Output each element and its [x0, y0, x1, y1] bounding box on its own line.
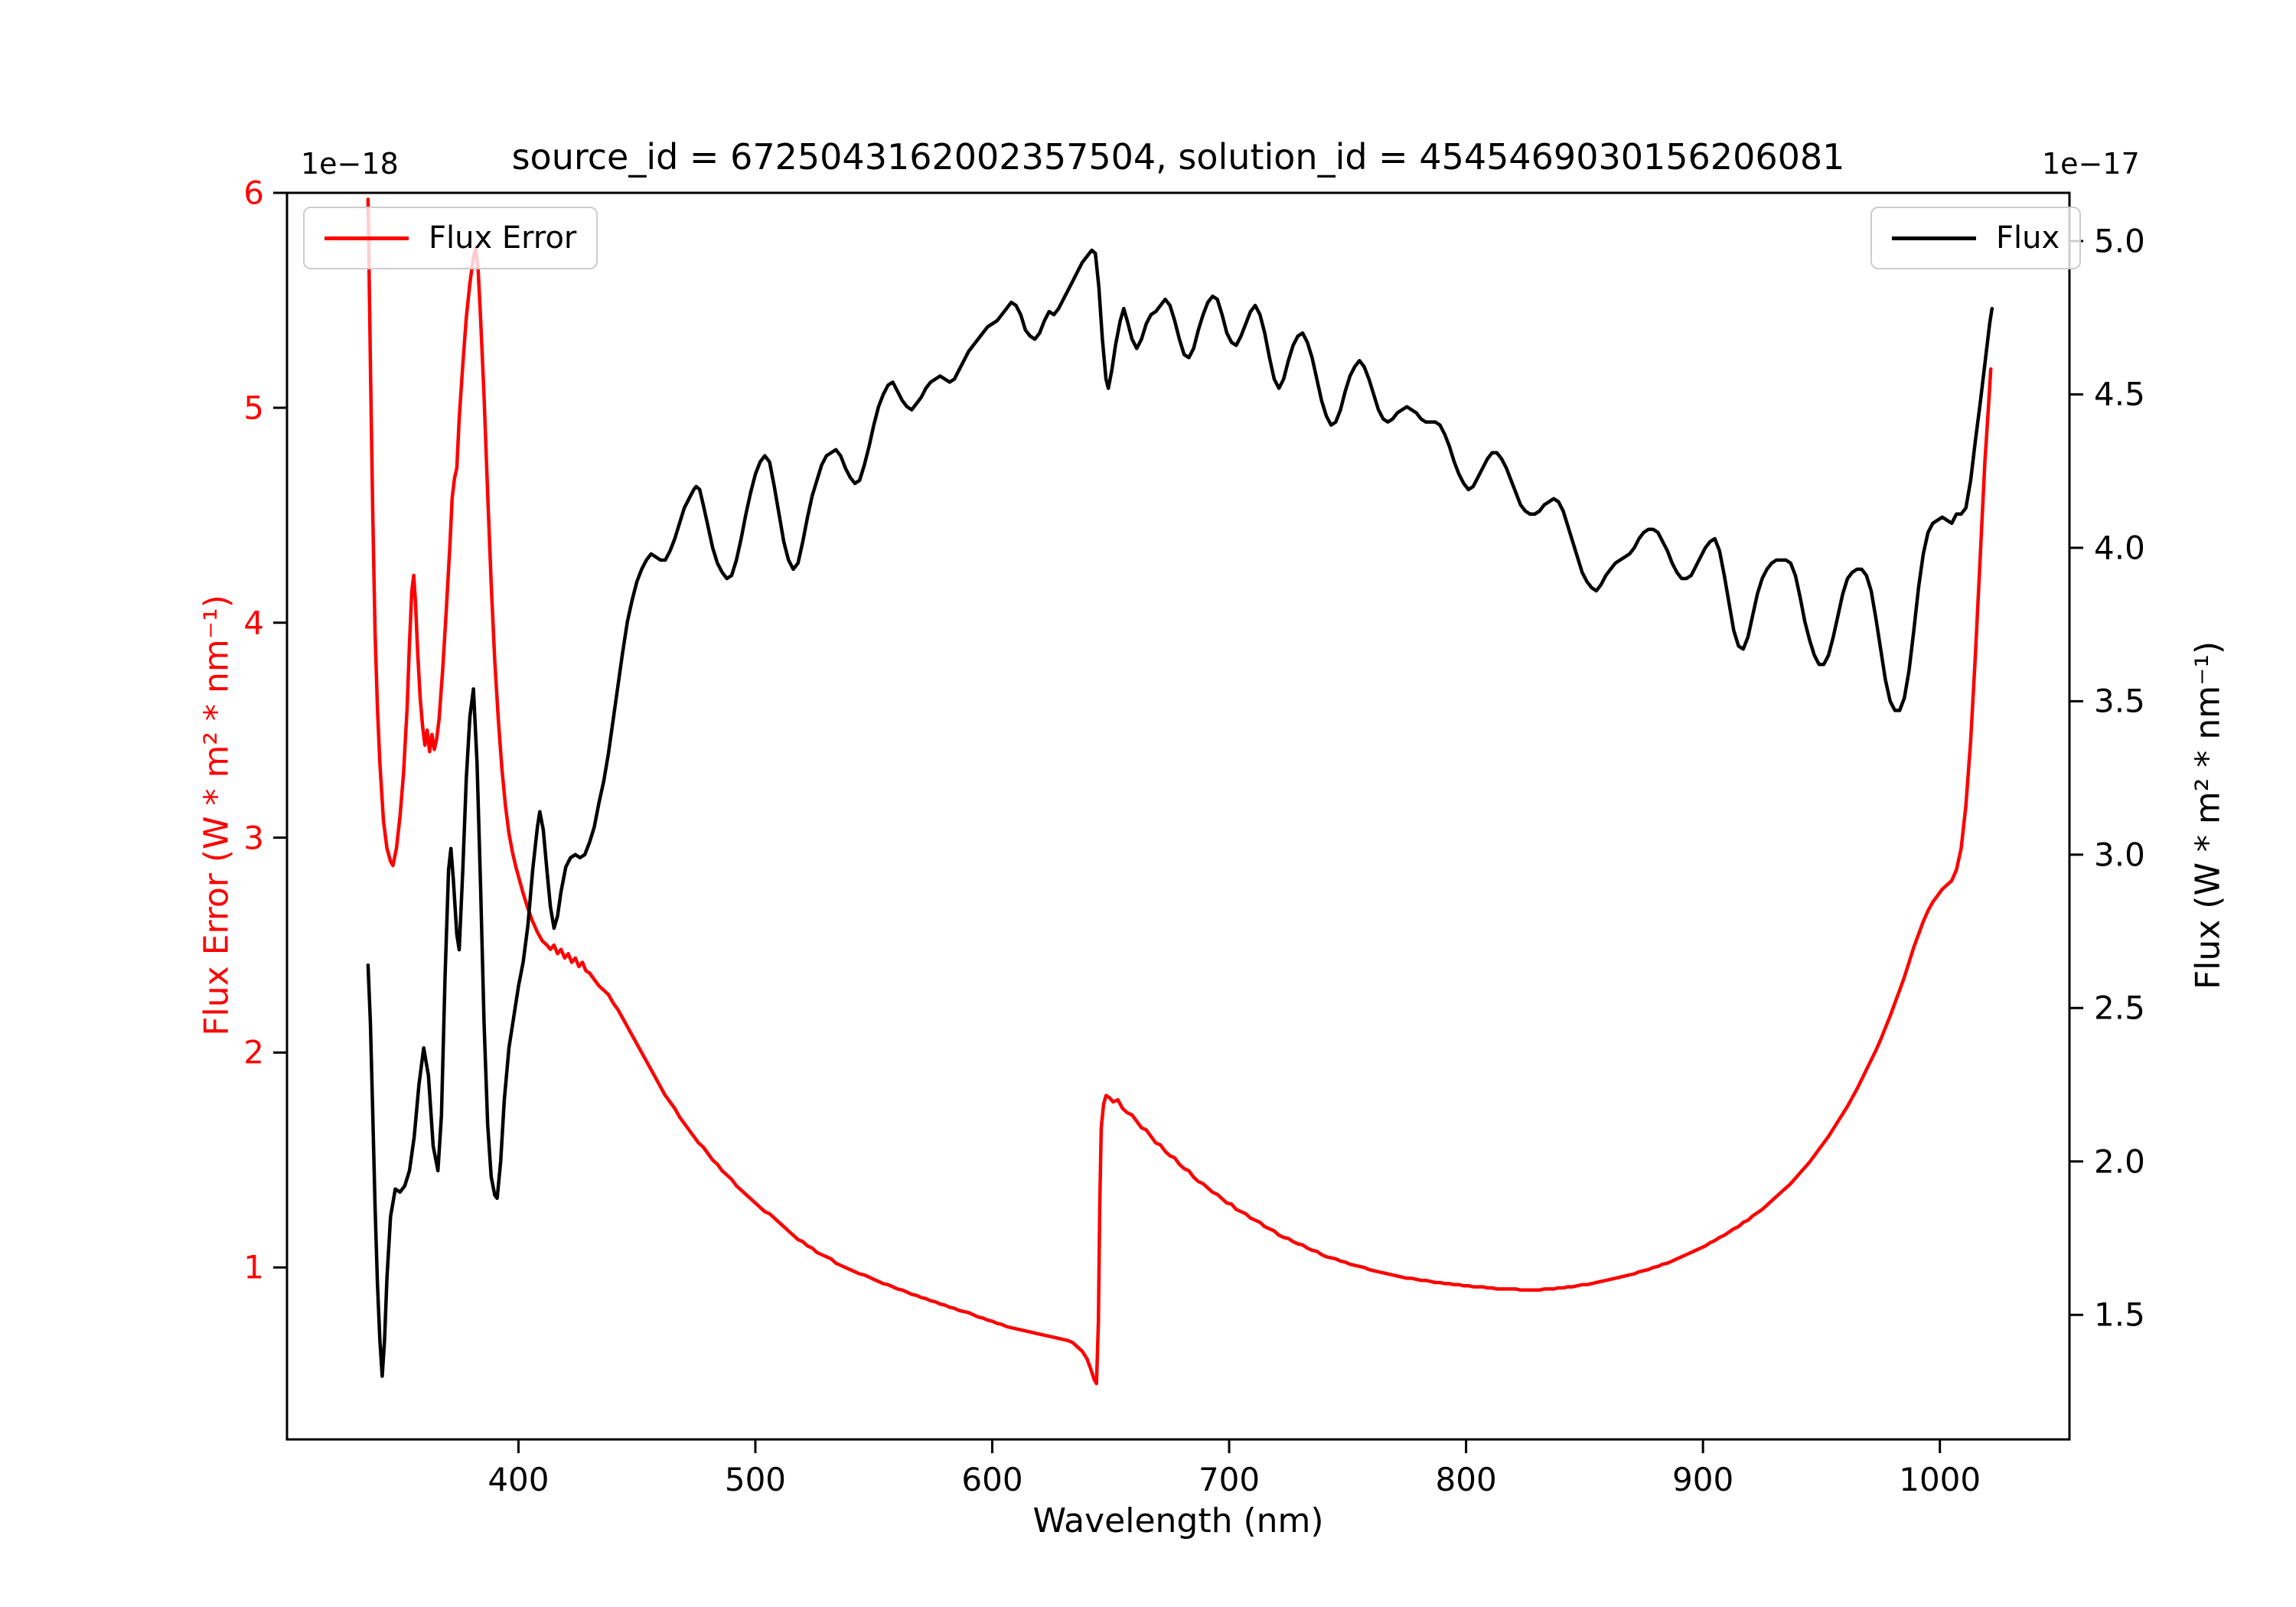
left-y-tick-label: 3: [243, 819, 264, 857]
right-axis-offset-label: 1e−17: [2042, 147, 2140, 181]
x-tick-label: 500: [724, 1461, 787, 1498]
legend-flux: Flux: [1870, 207, 2082, 269]
x-tick-label: 800: [1435, 1461, 1497, 1498]
flux-error-line-sample: [325, 236, 409, 240]
plot-title: source_id = 6725043162002357504, solutio…: [511, 136, 1845, 178]
x-axis-label: Wavelength (nm): [1032, 1501, 1324, 1540]
axes-frame: [285, 191, 2071, 1441]
legend-flux-error-label: Flux Error: [429, 220, 577, 256]
right-y-tick-label: 2.5: [2094, 989, 2145, 1027]
flux-error-curve: [366, 197, 1993, 1386]
legend-flux-error: Flux Error: [303, 207, 598, 269]
left-axis-offset-label: 1e−18: [301, 147, 399, 181]
left-y-tick-label: 5: [243, 389, 264, 427]
right-y-tick-label: 3.0: [2094, 836, 2145, 874]
right-y-axis-label: Flux (W * m² * nm⁻¹): [2188, 641, 2228, 990]
right-y-tick-label: 3.5: [2094, 682, 2145, 720]
x-tick-label: 400: [488, 1461, 550, 1498]
legend-flux-label: Flux: [1996, 220, 2060, 256]
left-y-tick-label: 4: [243, 604, 264, 642]
flux-curve: [366, 248, 1994, 1378]
right-y-tick-label: 5.0: [2094, 222, 2145, 260]
right-y-tick-label: 1.5: [2094, 1296, 2145, 1334]
right-y-tick-label: 4.5: [2094, 375, 2145, 413]
left-y-axis-label: Flux Error (W * m² * nm⁻¹): [197, 595, 236, 1036]
left-y-tick-label: 1: [243, 1248, 264, 1286]
x-tick-label: 1000: [1899, 1461, 1981, 1498]
right-y-tick-label: 4.0: [2094, 529, 2145, 567]
flux-line-sample: [1892, 236, 1976, 240]
right-y-tick-label: 2.0: [2094, 1143, 2145, 1181]
x-tick-label: 600: [961, 1461, 1023, 1498]
left-y-tick-label: 6: [243, 174, 264, 212]
x-tick-label: 700: [1198, 1461, 1261, 1498]
x-tick-label: 900: [1672, 1461, 1734, 1498]
left-y-tick-label: 2: [243, 1033, 264, 1071]
